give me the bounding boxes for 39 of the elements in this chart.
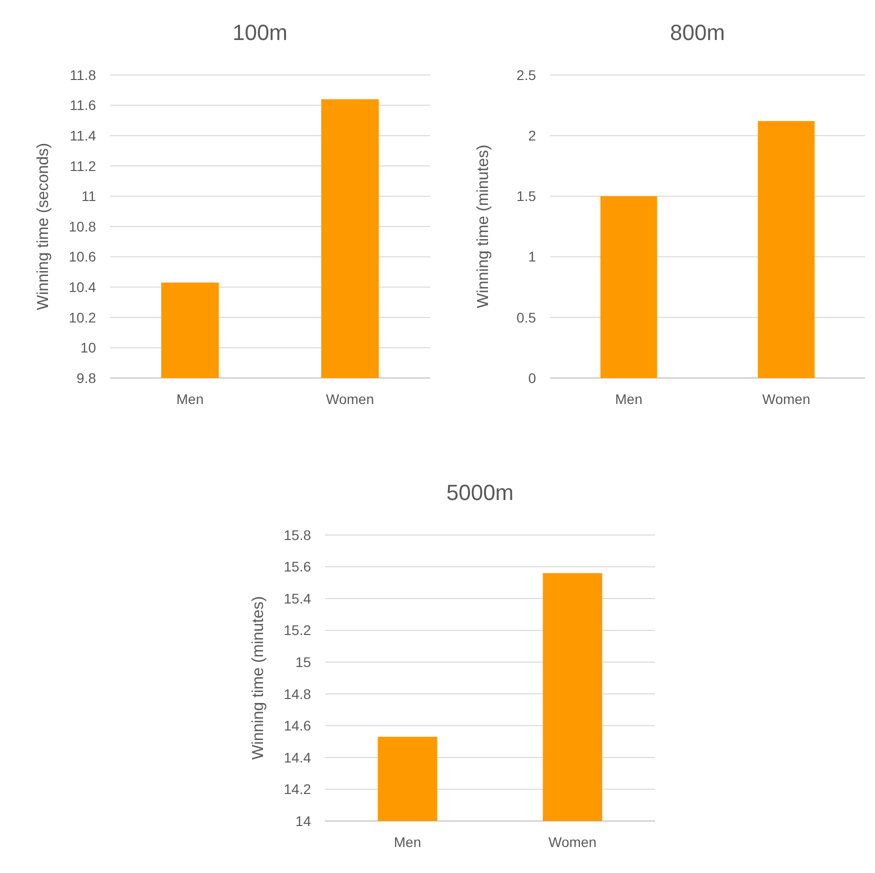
y-tick-label: 11.4 [70, 128, 96, 144]
y-axis-title: Winning time (seconds) [35, 142, 52, 310]
y-tick-label: 11.2 [70, 158, 96, 174]
chart-title: 800m [670, 20, 726, 45]
y-tick-label: 11.6 [70, 97, 96, 114]
y-tick-label: 2 [528, 128, 536, 144]
y-tick-label: 15.2 [284, 622, 312, 638]
y-tick-label: 14.8 [284, 686, 312, 702]
y-axis-title: Winning time (minutes) [475, 144, 492, 308]
x-tick-label: Women [762, 391, 810, 407]
x-tick-label: Women [326, 391, 374, 407]
x-tick-label: Men [176, 391, 204, 407]
y-tick-label: 0.5 [516, 309, 536, 326]
y-tick-label: 10.8 [68, 218, 96, 234]
y-tick-label: 10.4 [68, 279, 96, 295]
y-tick-label: 9.8 [76, 370, 96, 386]
y-tick-label: 10.6 [68, 248, 96, 265]
y-axis-title: Winning time (minutes) [250, 596, 267, 760]
y-tick-label: 15.6 [284, 558, 312, 575]
y-tick-label: 10 [80, 340, 96, 356]
x-tick-label: Women [548, 834, 596, 850]
x-tick-label: Men [394, 834, 422, 850]
chart-title: 100m [232, 20, 288, 45]
y-tick-label: 14.4 [284, 749, 312, 766]
y-tick-label: 1 [528, 248, 536, 265]
y-tick-label: 14.6 [284, 718, 312, 734]
y-tick-label: 15.4 [284, 590, 312, 606]
y-tick-label: 14 [295, 812, 312, 829]
y-tick-label: 0 [528, 370, 536, 386]
y-tick-label: 15 [295, 654, 312, 670]
chart-title: 5000m [446, 480, 514, 505]
y-tick-label: 2.5 [516, 66, 536, 83]
y-tick-label: 10.2 [68, 309, 96, 326]
y-tick-label: 1.5 [516, 188, 536, 204]
x-tick-label: Men [615, 391, 642, 407]
y-tick-label: 11 [81, 188, 96, 204]
y-tick-label: 15.8 [284, 526, 312, 543]
y-tick-label: 14.2 [284, 781, 312, 798]
y-tick-label: 11.8 [70, 66, 96, 83]
